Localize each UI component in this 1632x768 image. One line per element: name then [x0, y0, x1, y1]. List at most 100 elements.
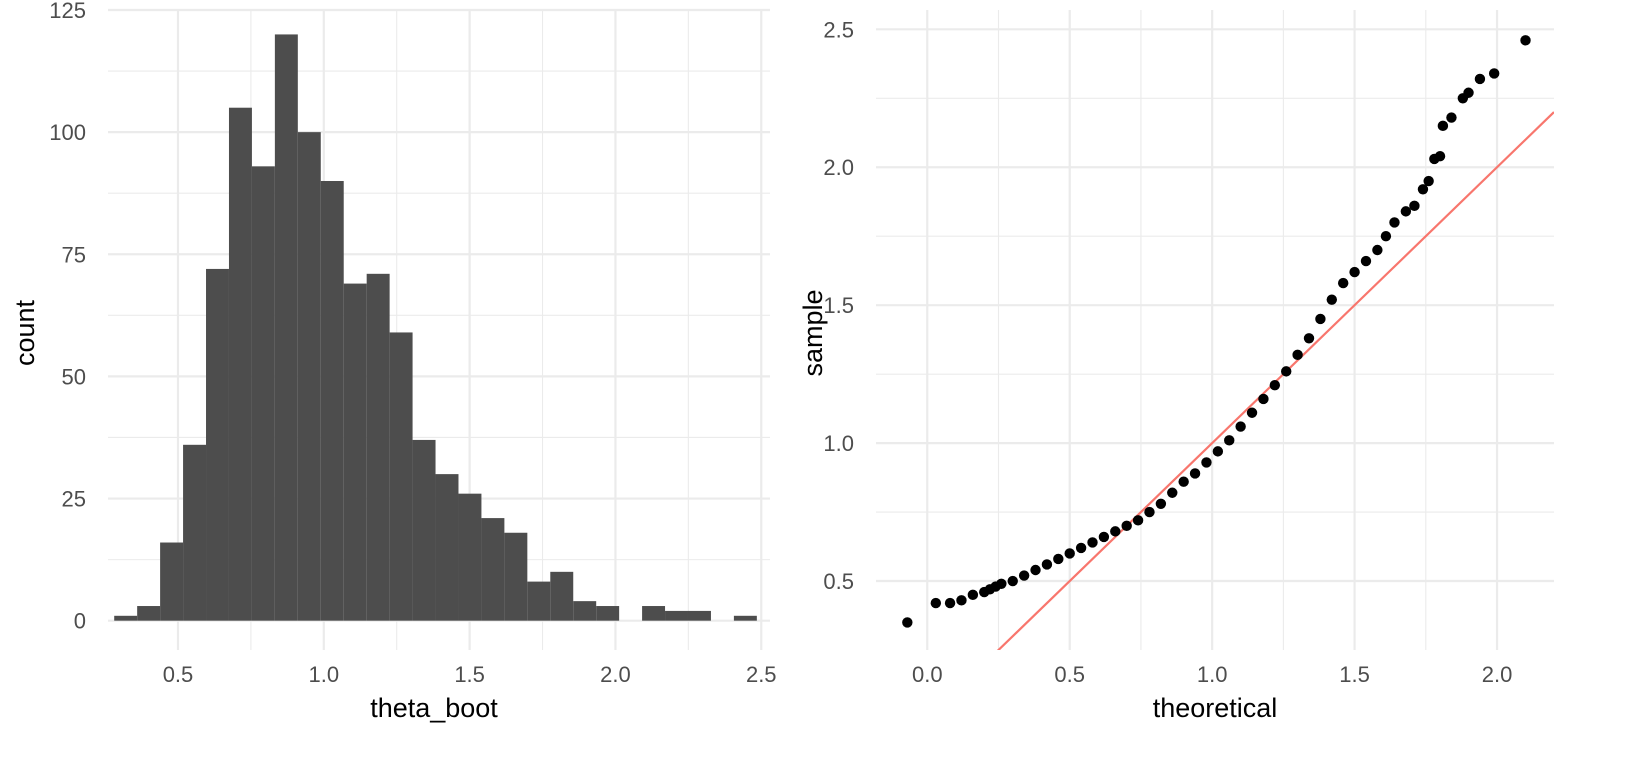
qq-point — [1463, 87, 1474, 98]
qq-point — [1380, 231, 1392, 242]
y-tick-label: 125 — [49, 0, 86, 23]
qq-point — [1337, 277, 1349, 289]
qq-point — [1446, 112, 1457, 123]
histogram-bar — [435, 474, 459, 621]
x-tick-label: 1.0 — [309, 662, 340, 687]
qq-point — [1303, 333, 1315, 344]
qq-point — [1110, 526, 1121, 537]
qq-point — [1155, 498, 1167, 509]
qq-point — [1212, 446, 1224, 457]
qq-point — [1007, 575, 1018, 587]
histogram-bar — [160, 542, 184, 621]
qq-point — [1053, 553, 1064, 565]
qq-point — [1224, 435, 1235, 446]
histogram-bar — [687, 610, 711, 621]
qq-point — [1178, 476, 1189, 487]
reference-line — [996, 111, 1554, 650]
histogram-bar — [251, 166, 275, 621]
qq-point — [1246, 407, 1258, 418]
x-tick-label: 2.5 — [746, 662, 777, 687]
qq-point — [1121, 520, 1132, 532]
x-tick-label: 0.5 — [163, 662, 194, 687]
qq-point — [930, 597, 942, 609]
qq-point — [902, 617, 913, 628]
y-tick-label: 0 — [74, 609, 86, 634]
histogram-bar — [228, 107, 252, 621]
histogram-bar — [596, 606, 620, 621]
qq-point — [967, 589, 979, 601]
qq-point — [956, 595, 967, 606]
y-axis-title: count — [10, 299, 40, 366]
x-axis-title: theoretical — [1153, 693, 1278, 723]
qq-point — [1400, 206, 1412, 217]
qq-point — [1437, 120, 1449, 132]
histogram-bar — [527, 581, 551, 621]
y-axis-title: sample — [798, 289, 828, 376]
y-tick-label: 1.5 — [823, 293, 854, 318]
qq-point — [1520, 35, 1531, 46]
qq-point — [1360, 255, 1372, 267]
y-tick-label: 25 — [62, 487, 86, 512]
x-axis-title: theta_boot — [370, 693, 498, 723]
qq-point — [1087, 537, 1098, 548]
qq-point — [1315, 313, 1326, 325]
qq-point — [1258, 393, 1269, 405]
qq-point — [1281, 366, 1292, 377]
qq-point — [1144, 506, 1155, 518]
histogram-bar — [206, 268, 229, 621]
histogram-bar — [665, 610, 688, 621]
qq-point — [1488, 68, 1500, 79]
y-tick-label: 100 — [49, 120, 86, 145]
qq-point — [1201, 457, 1212, 468]
qq-point — [1409, 200, 1420, 212]
qq-point — [944, 597, 956, 609]
qq-point — [1041, 559, 1053, 570]
x-tick-label: 0.5 — [1054, 662, 1085, 687]
qq-point — [1098, 531, 1110, 543]
histogram-bar — [504, 532, 528, 621]
histogram-bar — [573, 601, 597, 621]
x-tick-label: 0.0 — [912, 662, 943, 687]
qq-point — [1030, 564, 1041, 576]
qq-point — [1167, 487, 1178, 498]
y-tick-label: 2.0 — [823, 155, 854, 180]
histogram-bar — [733, 615, 757, 621]
y-tick-label: 2.5 — [823, 17, 854, 42]
qq-point — [1075, 542, 1087, 554]
qq-point — [1326, 294, 1337, 305]
histogram-bar — [366, 273, 390, 621]
histogram-bar — [274, 34, 298, 621]
histogram-bar — [642, 606, 666, 621]
qq-point — [1423, 175, 1434, 187]
qq-point — [1269, 379, 1281, 391]
histogram-bar — [114, 615, 138, 621]
qq-point — [1189, 468, 1201, 479]
qq-point — [1389, 217, 1400, 228]
qq-point — [1417, 184, 1429, 195]
histogram-bar — [297, 132, 321, 621]
histogram-bar — [481, 518, 505, 621]
histogram-bar — [343, 283, 367, 621]
x-tick-label: 2.0 — [1482, 662, 1513, 687]
qq-point — [996, 578, 1007, 589]
histogram-bar — [458, 493, 482, 621]
y-tick-label: 1.0 — [823, 431, 854, 456]
qq-point — [1372, 244, 1383, 256]
x-tick-label: 1.5 — [1339, 662, 1370, 687]
histogram-bar — [389, 332, 413, 621]
x-tick-label: 1.5 — [454, 662, 485, 687]
y-tick-label: 75 — [62, 242, 86, 267]
histogram-bar — [412, 439, 436, 621]
histogram-bar — [550, 571, 574, 621]
qq-point — [1292, 349, 1303, 361]
qq-point — [1434, 151, 1446, 162]
qq-point — [1064, 548, 1075, 559]
y-tick-label: 0.5 — [823, 569, 854, 594]
x-tick-label: 2.0 — [600, 662, 631, 687]
qq-point — [1349, 266, 1360, 278]
qq-point — [1018, 570, 1030, 581]
histogram-panel: 0.5 1.0 1.5 2.0 2.5 0 25 50 75 100 125 theta_boot co… — [10, 0, 777, 723]
qq-point — [1132, 515, 1144, 526]
qq-point — [1235, 421, 1246, 432]
